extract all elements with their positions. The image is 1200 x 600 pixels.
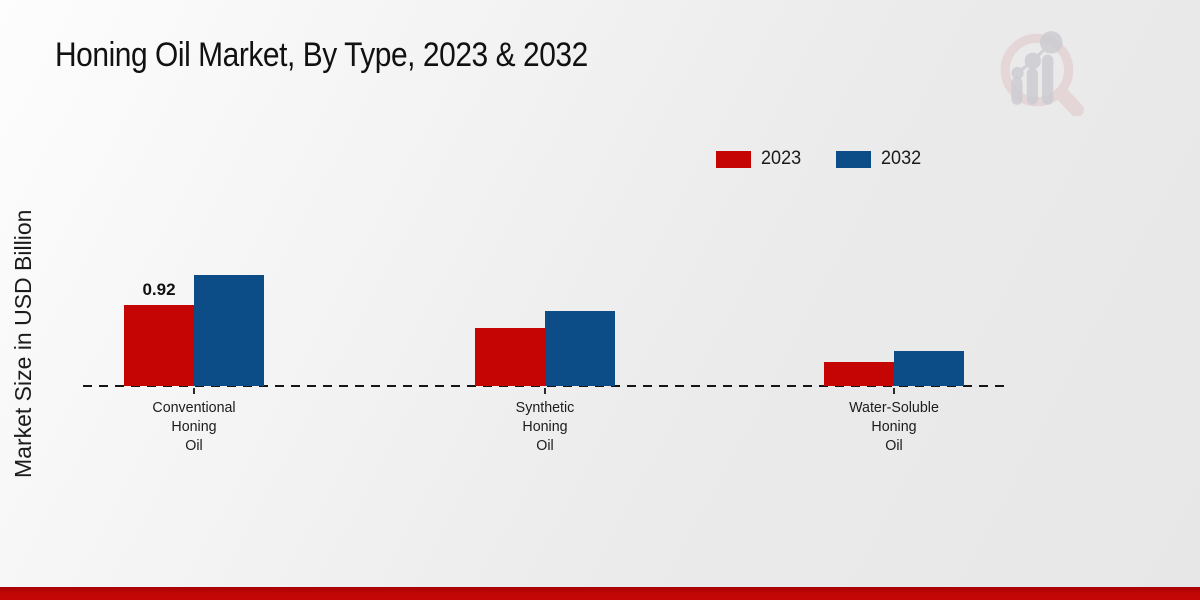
bar-2023 xyxy=(824,362,894,386)
bar-2032 xyxy=(545,311,615,386)
baseline-dashed-line xyxy=(83,385,1005,387)
legend-item-2032: 2032 xyxy=(836,148,923,170)
legend-label: 2032 xyxy=(881,148,922,169)
category-tick xyxy=(893,388,895,394)
legend-label: 2023 xyxy=(761,148,802,169)
category-label: Synthetic Honing Oil xyxy=(515,399,575,454)
legend-item-2023: 2023 xyxy=(716,148,803,170)
legend: 2023 2032 xyxy=(716,148,924,170)
bar-2032 xyxy=(194,275,264,386)
bar-2032 xyxy=(894,351,964,386)
chart-title: Honing Oil Market, By Type, 2023 & 2032 xyxy=(55,36,588,74)
legend-swatch xyxy=(836,150,872,168)
bar-value-label: 0.92 xyxy=(142,280,176,299)
bar-2023 xyxy=(124,305,194,386)
footer-red-band xyxy=(0,587,1200,600)
company-logo-icon xyxy=(992,24,1088,118)
bar-2023 xyxy=(475,328,545,386)
magnifier-barchart-icon xyxy=(1000,31,1084,118)
category-label: Water-Soluble Honing Oil xyxy=(849,399,939,454)
category-tick xyxy=(193,388,195,394)
category-tick xyxy=(544,388,546,394)
category-label: Conventional Honing Oil xyxy=(152,399,236,454)
legend-swatch xyxy=(716,150,751,168)
